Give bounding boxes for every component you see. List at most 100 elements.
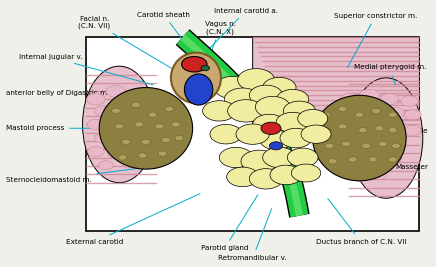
Circle shape <box>260 130 292 150</box>
Circle shape <box>94 133 111 143</box>
Circle shape <box>227 167 259 187</box>
Circle shape <box>347 109 365 120</box>
Circle shape <box>117 104 135 114</box>
Text: Retromandibular v.: Retromandibular v. <box>218 209 287 261</box>
Circle shape <box>388 112 397 117</box>
Circle shape <box>148 112 157 117</box>
Text: Internal carotid a.: Internal carotid a. <box>196 8 278 62</box>
Circle shape <box>338 124 347 129</box>
Circle shape <box>118 155 127 160</box>
Circle shape <box>122 159 136 168</box>
Circle shape <box>345 156 361 166</box>
Circle shape <box>128 145 144 155</box>
Text: Ductus branch of C.N. VII: Ductus branch of C.N. VII <box>316 198 406 245</box>
Circle shape <box>249 85 283 105</box>
Circle shape <box>134 100 151 110</box>
Circle shape <box>368 140 385 151</box>
Text: External carotid: External carotid <box>66 194 200 245</box>
Text: Facial n.
(C.N. VII): Facial n. (C.N. VII) <box>78 16 182 74</box>
Ellipse shape <box>184 74 213 105</box>
Text: Parotid gland: Parotid gland <box>201 195 258 252</box>
Text: Ramus of mandible: Ramus of mandible <box>358 128 428 134</box>
Text: Masseter: Masseter <box>395 158 428 170</box>
Circle shape <box>385 155 401 164</box>
Circle shape <box>276 112 310 133</box>
Circle shape <box>283 101 315 121</box>
Circle shape <box>219 147 252 168</box>
Circle shape <box>215 76 251 99</box>
Ellipse shape <box>349 78 423 198</box>
Circle shape <box>341 125 358 136</box>
Circle shape <box>249 169 283 189</box>
Circle shape <box>372 170 387 180</box>
Bar <box>86 37 419 231</box>
Circle shape <box>86 93 105 105</box>
Circle shape <box>162 137 170 143</box>
Text: Medial pterygoid m.: Medial pterygoid m. <box>354 64 426 85</box>
Circle shape <box>325 143 334 148</box>
Circle shape <box>172 122 180 127</box>
Circle shape <box>388 108 405 118</box>
Circle shape <box>252 114 286 135</box>
Polygon shape <box>252 37 419 134</box>
Circle shape <box>364 156 381 166</box>
Circle shape <box>322 128 330 133</box>
Circle shape <box>106 85 126 97</box>
Circle shape <box>87 119 105 130</box>
Circle shape <box>142 139 150 144</box>
Circle shape <box>228 100 264 122</box>
Circle shape <box>115 124 123 129</box>
Circle shape <box>262 77 296 98</box>
Text: Sternocleidomastoid m.: Sternocleidomastoid m. <box>6 167 145 183</box>
Circle shape <box>135 122 143 127</box>
Circle shape <box>261 122 281 135</box>
Circle shape <box>378 141 387 147</box>
Circle shape <box>388 141 405 151</box>
Circle shape <box>238 69 274 91</box>
Circle shape <box>401 96 418 107</box>
Circle shape <box>127 115 145 126</box>
Circle shape <box>405 110 421 120</box>
Circle shape <box>182 57 207 72</box>
Circle shape <box>368 157 377 162</box>
Circle shape <box>134 129 151 139</box>
Circle shape <box>367 105 385 116</box>
Circle shape <box>270 165 302 185</box>
Circle shape <box>364 123 382 134</box>
Ellipse shape <box>99 88 193 169</box>
Circle shape <box>301 125 331 143</box>
Ellipse shape <box>171 53 221 103</box>
Circle shape <box>224 88 261 110</box>
Circle shape <box>388 157 397 162</box>
Circle shape <box>99 161 113 170</box>
Circle shape <box>165 106 174 112</box>
Circle shape <box>126 90 145 101</box>
Circle shape <box>106 117 125 128</box>
Circle shape <box>372 108 381 113</box>
Circle shape <box>201 65 210 71</box>
Text: Internal jugular v.: Internal jugular v. <box>19 54 153 85</box>
Text: Carotid sheath: Carotid sheath <box>137 11 198 60</box>
Circle shape <box>384 125 402 136</box>
Circle shape <box>322 112 330 117</box>
Circle shape <box>108 148 124 159</box>
Circle shape <box>338 106 347 112</box>
Circle shape <box>380 93 399 105</box>
Circle shape <box>112 108 120 113</box>
Text: Superior constrictor m.: Superior constrictor m. <box>334 13 417 68</box>
Circle shape <box>122 139 130 144</box>
Circle shape <box>362 143 371 148</box>
Ellipse shape <box>82 66 156 183</box>
Circle shape <box>388 128 397 133</box>
Circle shape <box>359 89 379 101</box>
Circle shape <box>358 128 367 133</box>
Circle shape <box>132 102 140 108</box>
Circle shape <box>203 101 236 121</box>
Circle shape <box>277 89 309 109</box>
Circle shape <box>269 142 283 150</box>
Circle shape <box>138 153 147 158</box>
Text: Vagus n.
(C.N. X): Vagus n. (C.N. X) <box>205 21 235 65</box>
Circle shape <box>355 112 364 117</box>
Circle shape <box>241 150 278 172</box>
Circle shape <box>375 126 384 131</box>
